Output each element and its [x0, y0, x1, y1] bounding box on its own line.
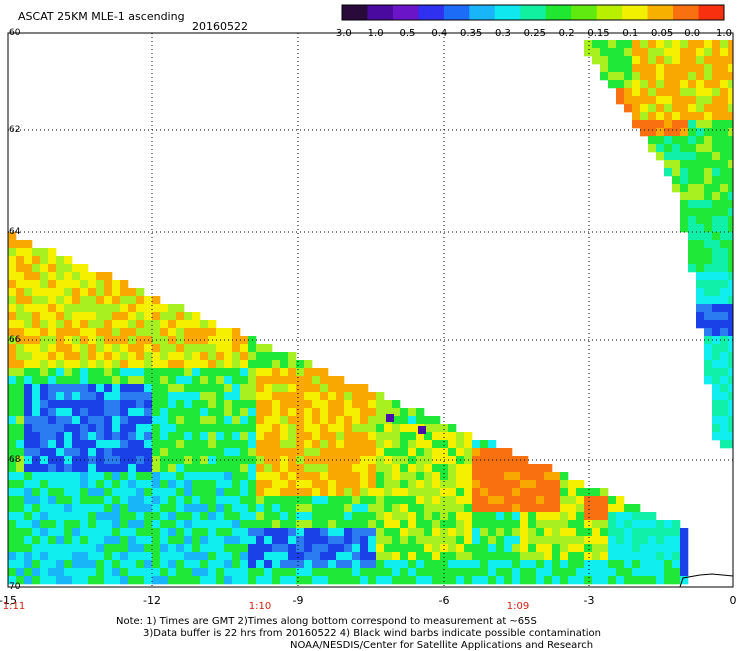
- colorbar-swatch: [418, 5, 445, 20]
- lon-labels: -15 -12 -9 -6 -3 0: [0, 594, 737, 607]
- colorbar-swatch: [342, 5, 368, 20]
- lon-label: 0: [730, 594, 737, 607]
- colorbar-swatch: [673, 5, 700, 20]
- lon-label: -15: [0, 594, 17, 607]
- lat-label: 62: [9, 125, 20, 135]
- lon-label: -12: [143, 594, 161, 607]
- lat-label: 68: [9, 455, 21, 465]
- colorbar-swatch: [367, 5, 394, 20]
- note-line-3: NOAA/NESDIS/Center for Satellite Applica…: [290, 640, 594, 651]
- lat-label: 60: [9, 28, 21, 38]
- colorbar-swatch: [698, 5, 725, 20]
- title: ASCAT 25KM MLE-1 ascending: [18, 10, 185, 23]
- colorbar-swatch: [469, 5, 496, 20]
- colorbar-swatch: [545, 5, 572, 20]
- lat-label: 70: [9, 582, 21, 592]
- time-labels: 1:11 1:10 1:09: [3, 601, 529, 612]
- lon-label: -3: [584, 594, 595, 607]
- colorbar-swatch: [622, 5, 649, 20]
- note-line-2: 3)Data buffer is 22 hrs from 20160522 4)…: [143, 628, 601, 639]
- data-swath-west: [8, 232, 689, 585]
- colorbar: [341, 4, 725, 21]
- data-swath-east: [584, 40, 733, 449]
- coastline: [679, 573, 734, 588]
- lat-labels: 60 62 64 66 68 70: [9, 28, 21, 592]
- colorbar-swatch: [494, 5, 521, 20]
- time-label: 1:10: [249, 601, 271, 612]
- lat-label: 66: [9, 335, 21, 345]
- lat-label: 64: [9, 227, 21, 237]
- lon-label: -9: [293, 594, 304, 607]
- colorbar-swatch: [571, 5, 598, 20]
- title-date: 20160522: [192, 20, 248, 33]
- lon-label: -6: [439, 594, 450, 607]
- colorbar-swatch: [443, 5, 470, 20]
- time-label: 1:11: [3, 601, 25, 612]
- colorbar-swatch: [392, 5, 419, 20]
- note-line-1: Note: 1) Times are GMT 2)Times along bot…: [116, 616, 537, 627]
- colorbar-swatch: [520, 5, 547, 20]
- time-label: 1:09: [507, 601, 529, 612]
- colorbar-swatch: [647, 5, 674, 20]
- grid-lines: [8, 33, 733, 587]
- colorbar-swatch: [596, 5, 623, 20]
- plot-frame: [7, 32, 734, 588]
